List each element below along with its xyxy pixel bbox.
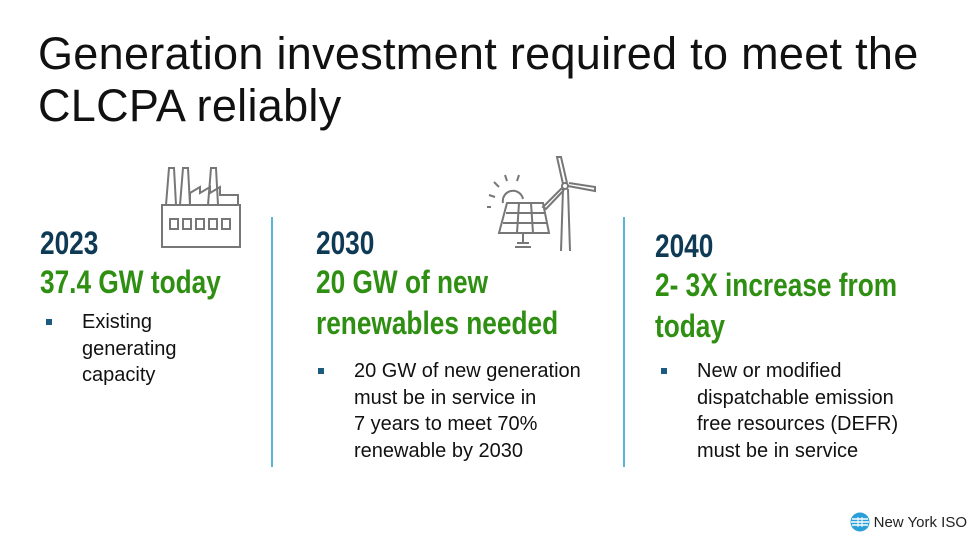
bullet-icon — [318, 368, 324, 374]
bullet-text: 20 GW of new generation must be in servic… — [354, 360, 581, 462]
bullet-text: Existing generating capacity — [82, 311, 177, 386]
bullet-icon — [661, 368, 667, 374]
year-label: 2030 — [316, 225, 375, 261]
headline: 20 GW of new — [316, 264, 489, 300]
column-divider — [271, 217, 273, 467]
headline: 2- 3X increase from — [655, 267, 898, 303]
slide-title: Generation investment required to meet t… — [38, 28, 919, 131]
headline: renewables needed — [316, 305, 559, 341]
logo-text: New York ISO — [873, 513, 967, 531]
year-label: 2023 — [40, 225, 99, 261]
headline: today — [655, 308, 725, 344]
bullet-text: New or modified dispatchable emission free… — [697, 360, 899, 462]
factory-icon — [161, 167, 241, 248]
headline: 37.4 GW today — [40, 264, 221, 300]
column-2030: 2030 20 GW of new renewables needed — [316, 224, 611, 344]
nyiso-logo: New York ISO — [850, 512, 967, 532]
solar-wind-icon — [487, 156, 596, 252]
year-label: 2040 — [655, 228, 714, 264]
column-2023: 2023 37.4 GW today — [40, 224, 261, 303]
column-2040: 2040 2- 3X increase from today — [655, 227, 950, 347]
column-divider — [623, 217, 625, 467]
globe-icon — [850, 512, 870, 532]
bullet-icon — [46, 319, 52, 325]
